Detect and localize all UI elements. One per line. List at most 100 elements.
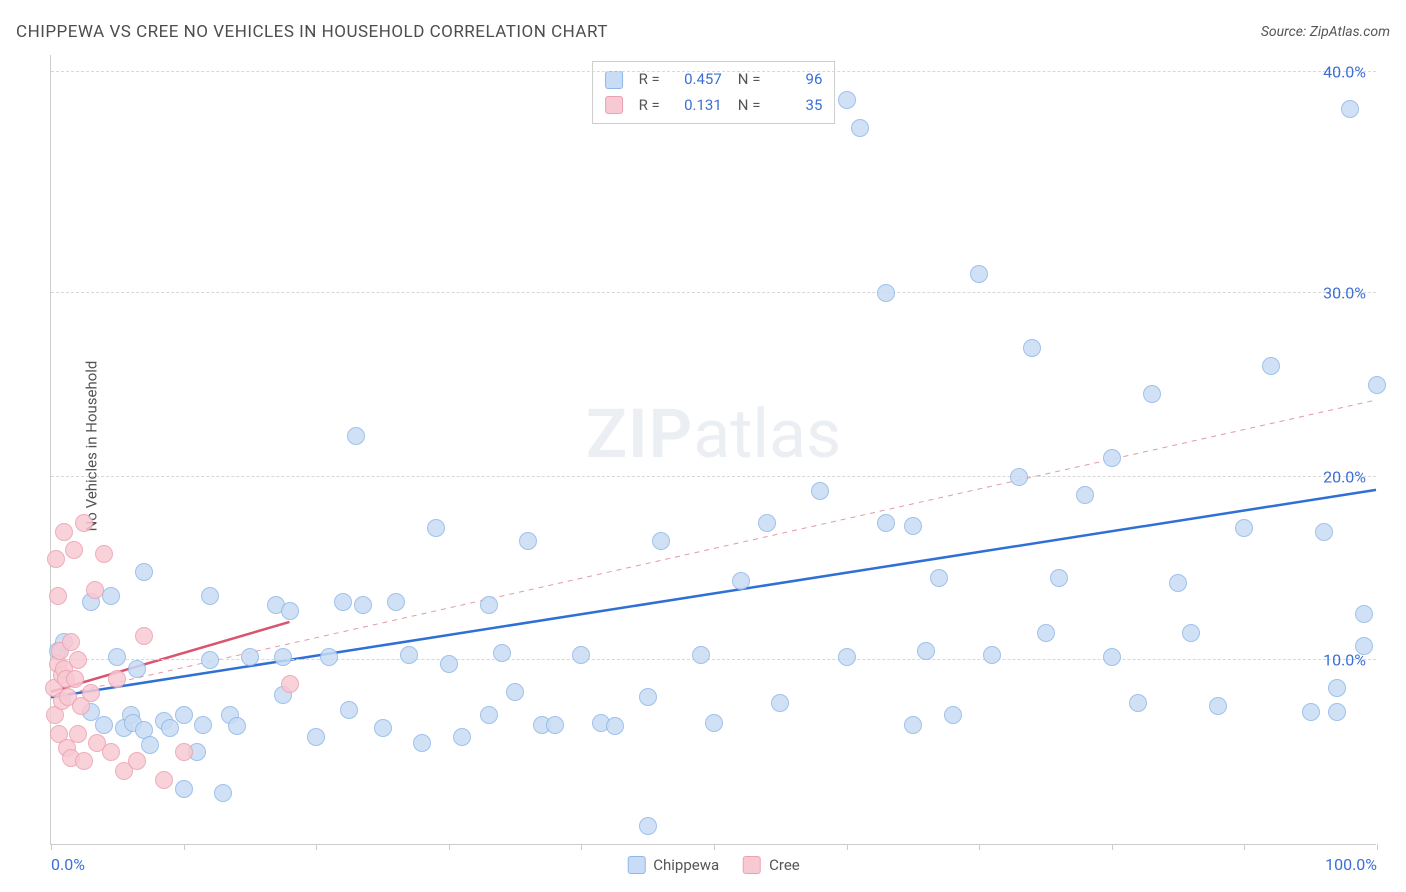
data-point-cree — [155, 771, 173, 789]
x-tick — [581, 844, 582, 850]
data-point-cree — [128, 752, 146, 770]
swatch-chippewa — [627, 856, 645, 874]
data-point-chippewa — [281, 602, 299, 620]
x-tick — [979, 844, 980, 850]
x-tick — [1377, 844, 1378, 850]
swatch-chippewa — [605, 71, 623, 89]
data-point-chippewa — [917, 642, 935, 660]
data-point-chippewa — [201, 587, 219, 605]
data-point-chippewa — [705, 714, 723, 732]
data-point-chippewa — [904, 517, 922, 535]
data-point-chippewa — [1010, 468, 1028, 486]
data-point-cree — [62, 633, 80, 651]
watermark: ZIPatlas — [586, 394, 841, 474]
x-tick — [449, 844, 450, 850]
data-point-chippewa — [141, 736, 159, 754]
x-tick-label: 0.0% — [51, 855, 85, 874]
data-point-chippewa — [387, 593, 405, 611]
data-point-cree — [69, 725, 87, 743]
y-tick-label: 30.0% — [1323, 283, 1366, 302]
data-point-chippewa — [413, 734, 431, 752]
swatch-cree — [743, 856, 761, 874]
data-point-chippewa — [427, 519, 445, 537]
data-point-cree — [75, 514, 93, 532]
data-point-chippewa — [851, 119, 869, 137]
data-point-chippewa — [400, 646, 418, 664]
data-point-chippewa — [546, 716, 564, 734]
swatch-cree — [605, 96, 623, 114]
data-point-chippewa — [1328, 703, 1346, 721]
data-point-chippewa — [811, 482, 829, 500]
data-point-chippewa — [493, 644, 511, 662]
series-legend: Chippewa Cree — [627, 856, 800, 874]
data-point-chippewa — [374, 719, 392, 737]
stat-r-label: R = — [639, 93, 660, 119]
data-point-cree — [95, 545, 113, 563]
data-point-chippewa — [95, 716, 113, 734]
stat-r-cree: 0.131 — [672, 93, 722, 119]
data-point-cree — [135, 627, 153, 645]
data-point-chippewa — [1315, 523, 1333, 541]
data-point-cree — [102, 743, 120, 761]
data-point-chippewa — [1355, 605, 1373, 623]
data-point-chippewa — [519, 532, 537, 550]
data-point-cree — [108, 670, 126, 688]
data-point-chippewa — [354, 596, 372, 614]
data-point-cree — [175, 743, 193, 761]
data-point-chippewa — [241, 648, 259, 666]
data-point-cree — [75, 752, 93, 770]
data-point-chippewa — [606, 717, 624, 735]
data-point-chippewa — [1037, 624, 1055, 642]
data-point-chippewa — [1023, 339, 1041, 357]
y-tick-label: 40.0% — [1323, 63, 1366, 82]
data-point-chippewa — [944, 706, 962, 724]
data-point-chippewa — [1328, 679, 1346, 697]
data-point-chippewa — [1355, 637, 1373, 655]
data-point-cree — [281, 675, 299, 693]
data-point-chippewa — [135, 563, 153, 581]
legend-label-cree: Cree — [769, 856, 800, 874]
data-point-chippewa — [838, 91, 856, 109]
stat-n-cree: 35 — [772, 93, 822, 119]
data-point-chippewa — [1262, 357, 1280, 375]
data-point-chippewa — [307, 728, 325, 746]
stat-n-label: N = — [738, 93, 761, 119]
data-point-chippewa — [214, 784, 232, 802]
legend-item-cree: Cree — [743, 856, 800, 874]
data-point-chippewa — [970, 265, 988, 283]
x-tick — [1112, 844, 1113, 850]
data-point-chippewa — [194, 716, 212, 734]
data-point-chippewa — [274, 648, 292, 666]
data-point-chippewa — [758, 514, 776, 532]
watermark-atlas: atlas — [693, 394, 841, 474]
data-point-chippewa — [108, 648, 126, 666]
data-point-cree — [65, 541, 83, 559]
data-point-chippewa — [1143, 385, 1161, 403]
data-point-chippewa — [771, 694, 789, 712]
data-point-chippewa — [904, 716, 922, 734]
data-point-chippewa — [440, 655, 458, 673]
data-point-chippewa — [877, 284, 895, 302]
data-point-chippewa — [652, 532, 670, 550]
data-point-chippewa — [692, 646, 710, 664]
data-point-chippewa — [1129, 694, 1147, 712]
data-point-chippewa — [201, 651, 219, 669]
data-point-chippewa — [506, 683, 524, 701]
data-point-chippewa — [732, 572, 750, 590]
data-point-cree — [49, 587, 67, 605]
data-point-chippewa — [1182, 624, 1200, 642]
watermark-zip: ZIP — [586, 394, 693, 474]
data-point-chippewa — [175, 780, 193, 798]
data-point-cree — [55, 523, 73, 541]
data-point-chippewa — [1076, 486, 1094, 504]
data-point-chippewa — [347, 427, 365, 445]
x-tick — [184, 844, 185, 850]
data-point-chippewa — [102, 587, 120, 605]
data-point-cree — [47, 550, 65, 568]
scatter-plot-area: ZIPatlas R = 0.457 N = 96 R = 0.131 N = … — [50, 55, 1376, 845]
data-point-chippewa — [1103, 449, 1121, 467]
chart-title: CHIPPEWA VS CREE NO VEHICLES IN HOUSEHOL… — [16, 22, 608, 42]
data-point-chippewa — [1050, 569, 1068, 587]
trend-line — [51, 490, 1376, 697]
data-point-chippewa — [228, 717, 246, 735]
